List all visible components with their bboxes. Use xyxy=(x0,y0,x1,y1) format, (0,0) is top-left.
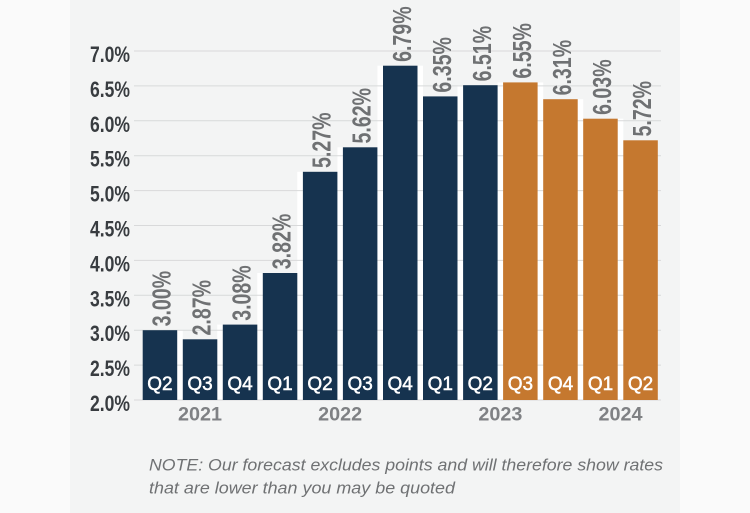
svg-text:5.72%: 5.72% xyxy=(627,81,657,137)
svg-text:6.51%: 6.51% xyxy=(467,26,497,82)
svg-text:Q4: Q4 xyxy=(227,374,253,395)
svg-text:5.5%: 5.5% xyxy=(90,147,130,172)
svg-text:Q4: Q4 xyxy=(548,374,574,395)
svg-text:6.31%: 6.31% xyxy=(547,40,577,96)
svg-text:Q4: Q4 xyxy=(388,374,414,395)
svg-text:7.0%: 7.0% xyxy=(90,42,130,67)
svg-text:3.5%: 3.5% xyxy=(90,286,130,311)
svg-text:2.5%: 2.5% xyxy=(90,356,130,381)
svg-text:Q3: Q3 xyxy=(508,374,533,395)
svg-text:4.0%: 4.0% xyxy=(90,251,130,276)
svg-text:Q1: Q1 xyxy=(588,374,613,395)
svg-text:4.5%: 4.5% xyxy=(90,217,130,242)
svg-text:5.0%: 5.0% xyxy=(90,182,130,207)
svg-text:that are lower than you may be: that are lower than you may be quoted xyxy=(149,480,456,498)
svg-text:6.35%: 6.35% xyxy=(427,37,457,93)
svg-text:Q1: Q1 xyxy=(428,374,453,395)
svg-text:Q2: Q2 xyxy=(628,374,653,395)
svg-text:6.5%: 6.5% xyxy=(90,77,130,102)
svg-text:6.79%: 6.79% xyxy=(387,6,417,62)
svg-text:6.0%: 6.0% xyxy=(90,112,130,137)
svg-text:5.27%: 5.27% xyxy=(307,113,337,169)
svg-text:2021: 2021 xyxy=(178,405,222,426)
svg-text:Q3: Q3 xyxy=(348,374,373,395)
svg-text:Q1: Q1 xyxy=(267,374,292,395)
svg-text:Q2: Q2 xyxy=(468,374,493,395)
svg-text:Q3: Q3 xyxy=(187,374,212,395)
svg-text:2024: 2024 xyxy=(599,405,643,426)
svg-text:3.82%: 3.82% xyxy=(267,214,297,270)
svg-text:3.00%: 3.00% xyxy=(146,271,176,327)
svg-text:NOTE: Our forecast excludes po: NOTE: Our forecast excludes points and w… xyxy=(149,457,663,475)
svg-text:3.0%: 3.0% xyxy=(90,321,130,346)
svg-text:2023: 2023 xyxy=(478,405,522,426)
svg-text:6.03%: 6.03% xyxy=(587,59,617,115)
svg-text:5.62%: 5.62% xyxy=(347,88,377,144)
svg-text:6.55%: 6.55% xyxy=(507,23,537,79)
svg-text:2.87%: 2.87% xyxy=(187,280,217,336)
svg-text:Q2: Q2 xyxy=(307,374,332,395)
svg-text:3.08%: 3.08% xyxy=(227,265,257,321)
svg-text:2.0%: 2.0% xyxy=(90,391,130,416)
svg-text:2022: 2022 xyxy=(318,405,362,426)
svg-text:Q2: Q2 xyxy=(147,374,172,395)
